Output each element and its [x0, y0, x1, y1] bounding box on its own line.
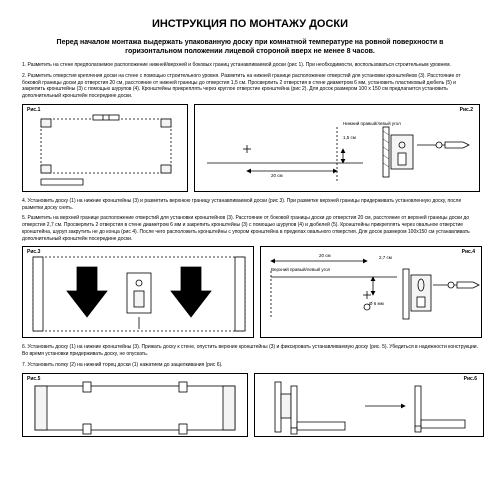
fig5-svg — [23, 374, 249, 438]
fig5-label: Рис.5 — [27, 376, 40, 382]
fig2-annot-15: 1,5 см — [343, 135, 356, 140]
fig-row-1: Рис.1 — [22, 104, 478, 192]
page-subtitle: Перед началом монтажа выдержать упакован… — [22, 38, 478, 56]
fig3-svg — [23, 247, 255, 339]
para-5: 6. Установить доску (1) на нижние кроншт… — [22, 344, 478, 358]
page-title: ИНСТРУКЦИЯ ПО МОНТАЖУ ДОСКИ — [22, 18, 478, 30]
para-2: 2. Разметить отверстия крепления доски н… — [22, 73, 478, 100]
fig4-svg — [261, 247, 483, 339]
para-4: 5. Разметить на верхней границе располож… — [22, 215, 478, 242]
figure-3: Рис.3 — [22, 246, 254, 338]
para-3: 4. Установить доску (1) на нижние кроншт… — [22, 198, 478, 212]
fig2-annot-20: 20 см — [271, 173, 283, 178]
figure-4: Рис.4 20 см Верхний правый/левый угол 2,… — [260, 246, 482, 338]
figure-5: Рис.5 — [22, 373, 248, 437]
instruction-page: ИНСТРУКЦИЯ ПО МОНТАЖУ ДОСКИ Перед начало… — [0, 0, 500, 500]
fig4-annot-upper: Верхний правый/левый угол — [271, 267, 330, 272]
fig4-annot-d6: Ø 6 мм — [369, 301, 384, 306]
fig1-label: Рис.1 — [27, 107, 40, 113]
fig4-label: Рис.4 — [462, 249, 475, 255]
para-1: 1. Разметить на стене предполагаемое рас… — [22, 62, 478, 69]
fig2-label: Рис.2 — [460, 107, 473, 113]
figure-1: Рис.1 — [22, 104, 188, 192]
fig1-svg — [23, 105, 189, 193]
fig-row-2: Рис.3 Рис.4 — [22, 246, 478, 338]
figure-2: Рис.2 Нижний правый/левый угол 1,5 см 20… — [194, 104, 480, 192]
figure-6: Рис.6 — [254, 373, 484, 437]
fig6-svg — [255, 374, 485, 438]
para-6: 7. Установить полку (2) на нижний торец … — [22, 362, 478, 369]
fig3-label: Рис.3 — [27, 249, 40, 255]
fig2-annot-corner: Нижний правый/левый угол — [343, 121, 401, 126]
fig6-label: Рис.6 — [464, 376, 477, 382]
fig-row-3: Рис.5 Рис.6 — [22, 373, 478, 437]
fig4-annot-27: 2,7 см — [379, 255, 392, 260]
fig4-annot-20: 20 см — [319, 253, 331, 258]
fig2-svg — [195, 105, 481, 193]
